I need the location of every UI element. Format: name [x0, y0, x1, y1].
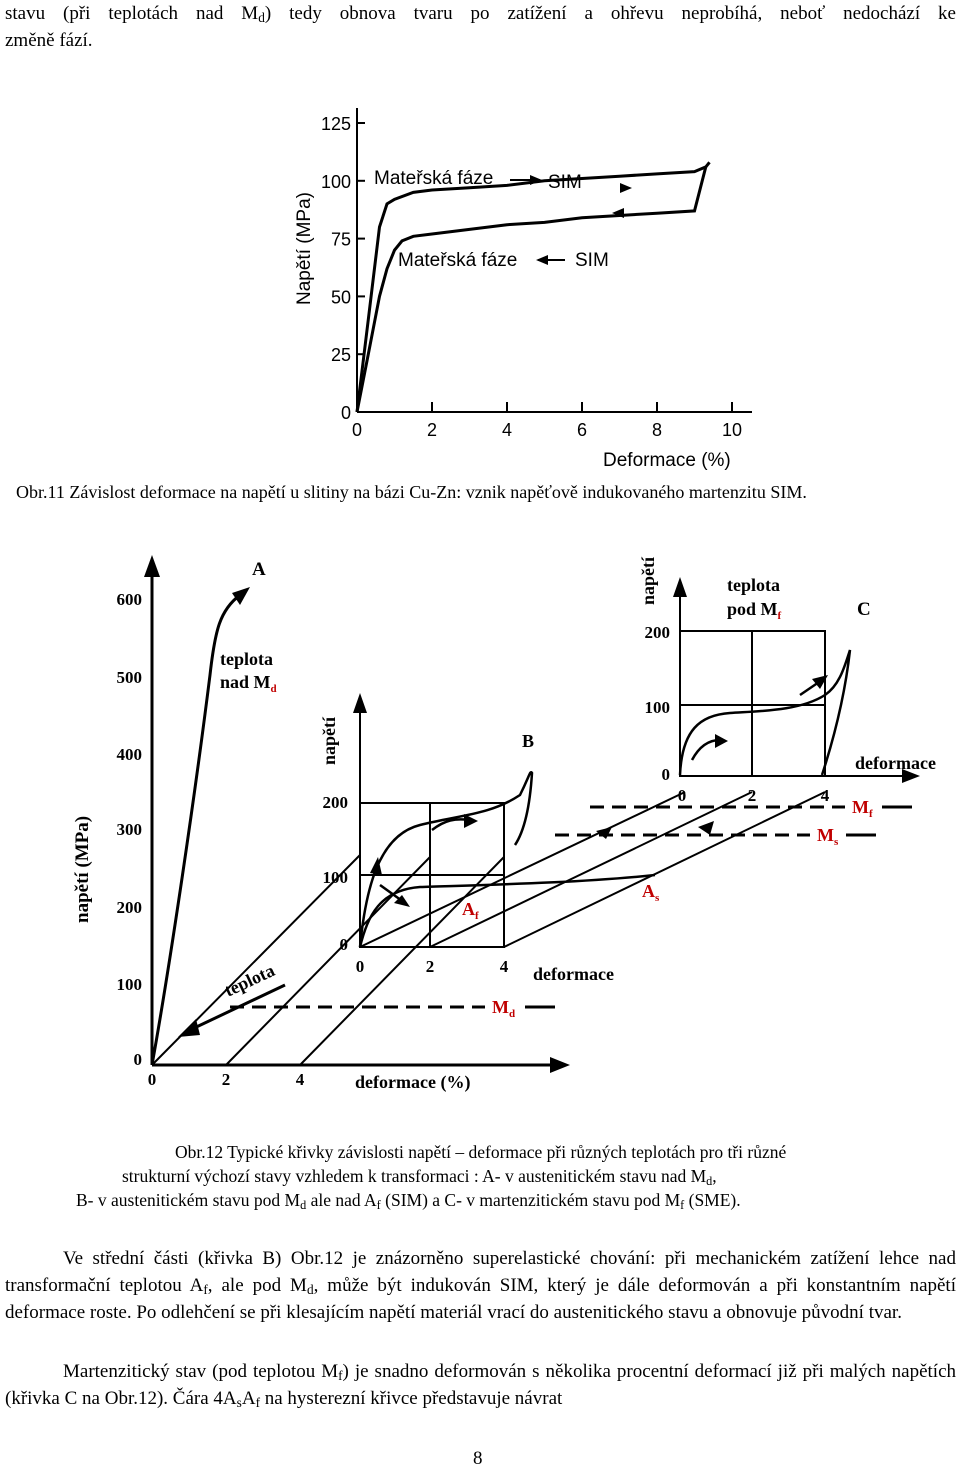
arrow-head-icon: [596, 827, 612, 839]
upper-sim-label: SIM: [548, 172, 582, 193]
subscript: d: [258, 10, 265, 25]
y-tick: 600: [117, 590, 143, 609]
paragraph-2: Martenzitický stav (pod teplotou Mf) je …: [5, 1361, 956, 1410]
curve-c: [678, 649, 852, 776]
label-c: C: [857, 599, 871, 620]
top-para-text: ) tedy obnova tvaru po zatížení a ohřevu…: [264, 3, 956, 24]
caption-line-3: B- v austenitickém stavu pod Md ale nad …: [76, 1190, 741, 1212]
c-y-tick: 0: [662, 765, 671, 784]
arrow-head-icon: [698, 821, 714, 835]
y-tick-label: 125: [321, 114, 351, 134]
main-y-label: napětí (MPa): [72, 816, 93, 923]
figure-11-caption: Obr.11 Závislost deformace na napětí u s…: [16, 482, 807, 502]
label-teplota-nad: teplota: [220, 649, 273, 669]
y-tick-label: 0: [341, 403, 351, 423]
label-md: Md: [492, 997, 515, 1020]
x-tick-label: 0: [352, 420, 362, 440]
c-x-label: deformace: [855, 753, 936, 773]
b-y-tick: 100: [323, 868, 349, 887]
label-mf: Mf: [852, 797, 873, 820]
label-a: A: [252, 559, 266, 580]
c-x-tick: 0: [678, 786, 687, 805]
label-af: Af: [462, 899, 479, 922]
label-b: B: [522, 731, 534, 751]
label-teplota-pod: teplota: [727, 575, 780, 595]
label-as: As: [642, 881, 660, 904]
arrow-head-icon: [812, 675, 828, 689]
paragraph-1: Ve střední části (křivka B) Obr.12 je zn…: [5, 1248, 956, 1323]
label-ms: Ms: [817, 825, 839, 848]
top-para-line: změně fází.: [5, 30, 93, 51]
y-tick: 0: [134, 1050, 143, 1069]
unloading-curve: [355, 166, 708, 413]
y-tick-label: 50: [331, 287, 351, 307]
arrow-head-icon: [530, 175, 542, 185]
caption-line-1: Obr.12 Typické křivky závislosti napětí …: [175, 1142, 787, 1162]
caption-line-2: strukturní výchozí stavy vzhledem k tran…: [122, 1166, 717, 1188]
c-y-tick: 200: [645, 623, 671, 642]
y-tick: 500: [117, 668, 143, 687]
c-y-tick: 100: [645, 698, 671, 717]
y-tick: 400: [117, 745, 143, 764]
x-tick-label: 2: [427, 420, 437, 440]
curve-arrow-icon: [612, 208, 624, 218]
x-tick: 0: [148, 1070, 157, 1089]
arrow-right-icon: [550, 1057, 570, 1073]
loading-curve: [355, 161, 711, 413]
b-x-label: deformace: [533, 964, 614, 984]
top-paragraph: stavu (při teplotách nad Md) tedy obnova…: [5, 0, 956, 54]
figure-12-caption: Obr.12 Typické křivky závislosti napětí …: [0, 1140, 960, 1212]
arrow-head-icon: [178, 1019, 200, 1037]
figure-11-chart: 0 25 50 75 100 125 0 2 4 6 8 10 Napětí (MPa) Defor…: [294, 108, 752, 471]
upper-phase-label: Mateřská fáze: [374, 168, 493, 189]
b-y-tick: 0: [340, 935, 349, 954]
arrow-right-icon: [902, 769, 920, 783]
arrow-up-icon: [673, 577, 687, 597]
top-para-text: stavu (při teplotách nad M: [5, 3, 259, 24]
x-tick-label: 4: [502, 420, 512, 440]
arrow-up-icon: [144, 555, 160, 577]
curve-b-loading: [358, 771, 534, 948]
y-tick-label: 75: [331, 230, 351, 250]
arrow-head-icon: [232, 587, 250, 605]
lower-phase-label: Mateřská fáze: [398, 250, 517, 271]
lower-sim-label: SIM: [575, 250, 609, 271]
b-y-tick: 200: [323, 793, 349, 812]
b-x-tick: 0: [356, 957, 365, 976]
y-tick: 200: [117, 898, 143, 917]
c-y-label: napětí: [638, 556, 658, 605]
label-pod-mf: pod Mf: [727, 599, 782, 622]
b-x-tick: 2: [426, 957, 435, 976]
curve-b-unloading: [358, 873, 656, 948]
y-tick: 300: [117, 820, 143, 839]
b-y-label: napětí: [319, 716, 339, 765]
c-x-tick: 4: [821, 786, 830, 805]
y-axis-label: Napětí (MPa): [294, 192, 315, 305]
arrow-head-icon: [394, 895, 410, 907]
arrow-head-icon: [370, 857, 382, 875]
x-tick: 2: [222, 1070, 231, 1089]
main-x-label: deformace (%): [355, 1072, 470, 1093]
label-nad-md: nad Md: [220, 672, 277, 695]
arrow-head-icon: [536, 255, 548, 265]
arrow-head-icon: [464, 814, 478, 828]
c-x-tick: 2: [748, 786, 757, 805]
x-tick-label: 6: [577, 420, 587, 440]
b-x-tick: 4: [500, 957, 509, 976]
y-tick-label: 100: [321, 172, 351, 192]
figure-12-diagram: 600 500 400 300 200 100 0 0 2 4 deformac…: [72, 555, 936, 1093]
x-tick: 4: [296, 1070, 305, 1089]
y-tick-label: 25: [331, 345, 351, 365]
page-number: 8: [473, 1448, 483, 1469]
x-tick-label: 8: [652, 420, 662, 440]
x-axis-label: Deformace (%): [603, 450, 731, 471]
x-tick-label: 10: [722, 420, 742, 440]
curve-arrow-icon: [620, 183, 632, 193]
curve-a: [150, 593, 241, 1066]
arrow-up-icon: [353, 693, 367, 713]
arrow-head-icon: [715, 734, 728, 748]
y-tick: 100: [117, 975, 143, 994]
